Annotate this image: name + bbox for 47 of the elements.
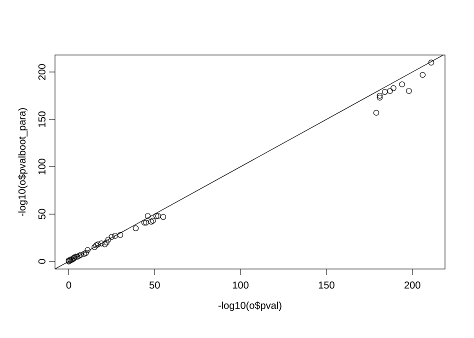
point (81, 250, 88, 257)
point (98, 240, 104, 246)
point (150, 218, 156, 224)
point (382, 89, 388, 95)
y-tick-label: 150 (38, 111, 46, 127)
point (112, 232, 118, 239)
y-tick-label: 100 (38, 158, 46, 174)
point (132, 225, 139, 232)
point (78, 252, 84, 258)
point (420, 72, 426, 78)
point (84, 247, 91, 253)
point (143, 220, 149, 226)
point (95, 241, 101, 248)
y-tick-label: 200 (38, 64, 46, 80)
point (406, 88, 412, 94)
x-tick-label: 50 (149, 282, 160, 289)
point (108, 234, 115, 240)
x-tick-label: 200 (404, 282, 420, 289)
y-tick-label: 0 (38, 259, 46, 264)
point (76, 252, 82, 259)
x-tick-label: 150 (318, 282, 334, 289)
point (141, 220, 148, 226)
x-tick-label: 100 (232, 282, 249, 289)
point (104, 240, 110, 246)
point (69, 256, 76, 262)
point (105, 236, 112, 243)
point (83, 250, 89, 256)
point (390, 85, 396, 92)
y-tick-label: 50 (38, 208, 46, 220)
point (399, 81, 405, 88)
point (93, 242, 100, 248)
point (160, 214, 166, 220)
point (376, 92, 383, 99)
point (148, 218, 154, 225)
point (373, 110, 380, 116)
point (144, 213, 151, 219)
point (117, 232, 124, 238)
point (376, 94, 383, 101)
point (387, 88, 393, 94)
point (102, 241, 108, 248)
point (428, 60, 434, 66)
x-tick-label: 0 (66, 282, 72, 289)
point (153, 213, 160, 219)
point (155, 213, 161, 219)
point (92, 244, 98, 250)
y-axis-title: -log10(o$pvalboot_para) (18, 108, 28, 216)
x-axis-title: -log10(o$pval) (218, 301, 282, 311)
